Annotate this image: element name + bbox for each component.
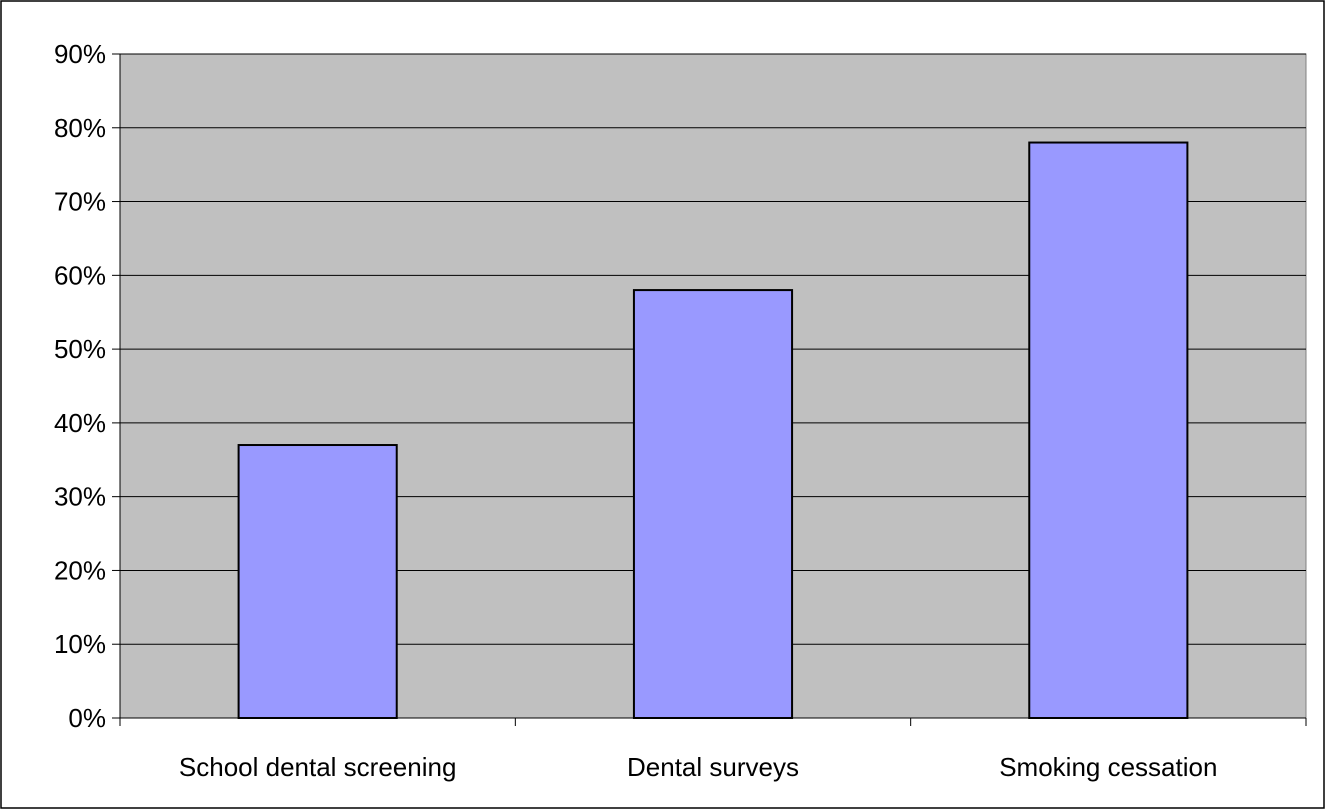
y-tick-label: 90% <box>54 39 106 69</box>
x-axis-ticks <box>119 718 1307 726</box>
x-category-label: Smoking cessation <box>999 752 1217 782</box>
y-tick-label: 20% <box>54 555 106 585</box>
y-tick-label: 30% <box>54 482 106 512</box>
y-tick-label: 10% <box>54 629 106 659</box>
bar <box>1028 141 1189 720</box>
y-tick-label: 60% <box>54 260 106 290</box>
x-category-label: School dental screening <box>179 752 457 782</box>
bar <box>632 289 794 719</box>
y-tick-label: 80% <box>54 113 106 143</box>
y-tick-label: 50% <box>54 334 106 364</box>
y-tick-label: 70% <box>54 187 106 217</box>
y-tick-label: 40% <box>54 408 106 438</box>
category-labels: School dental screening Dental surveys Smo… <box>179 752 1218 782</box>
y-tick-label: 0% <box>68 703 106 733</box>
x-category-label: Dental surveys <box>627 752 799 782</box>
y-axis-ticks: 0% 10% 20% 30% 40% 50% 60% 70% 80% 90% <box>54 39 120 733</box>
bar <box>237 444 398 719</box>
